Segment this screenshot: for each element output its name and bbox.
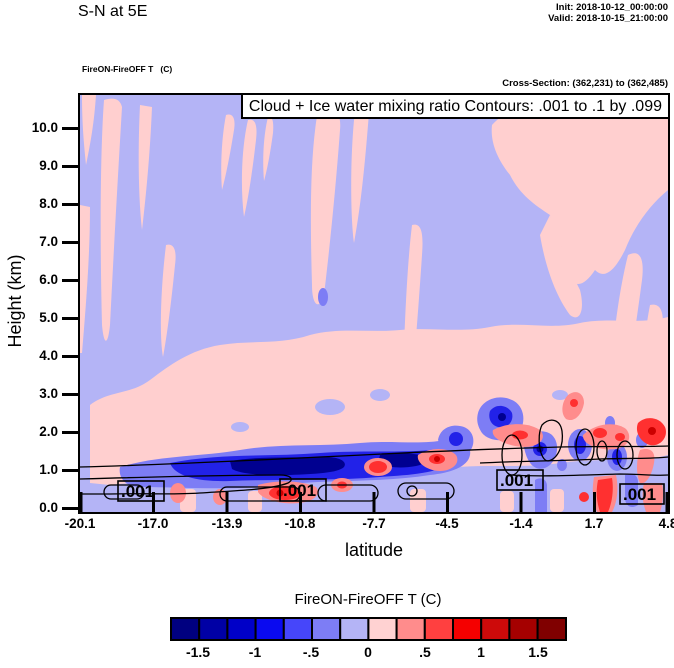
y-axis-label: Height (km) bbox=[5, 254, 25, 348]
colorbar-cell bbox=[170, 617, 201, 641]
colorbar-cell bbox=[254, 617, 285, 641]
colorbar-tick-label: -1.5 bbox=[185, 644, 211, 660]
colorbar-cell bbox=[536, 617, 567, 641]
init-time: Init: 2018-10-12_00:00:00 bbox=[556, 2, 668, 13]
y-tick-mark bbox=[62, 279, 80, 282]
colorbar-cells bbox=[170, 617, 567, 641]
colorbar-cell bbox=[367, 617, 398, 641]
colorbar-tick-label: -.5 bbox=[302, 644, 320, 660]
colorbar-tick-label: -1 bbox=[248, 644, 262, 660]
valid-time: Valid: 2018-10-15_21:00:00 bbox=[548, 13, 668, 24]
colorbar-cell bbox=[423, 617, 455, 641]
fill-cool-max bbox=[230, 413, 544, 476]
colorbar-tick-label: .5 bbox=[419, 644, 431, 660]
y-tick-mark bbox=[62, 431, 80, 434]
cloud-contour-lines bbox=[80, 419, 668, 502]
x-tick-label: -1.4 bbox=[509, 516, 533, 531]
y-tick-mark bbox=[62, 165, 80, 168]
x-tick-label: -13.9 bbox=[211, 516, 243, 531]
contour-label-box bbox=[496, 469, 544, 491]
x-tick-label: -4.5 bbox=[435, 516, 459, 531]
colorbar-cell bbox=[395, 617, 426, 641]
y-tick-mark bbox=[62, 393, 80, 396]
contour-plot: .001 .001 .001 .001 bbox=[80, 95, 668, 512]
y-tick-mark bbox=[62, 317, 80, 320]
x-tick-label: -17.0 bbox=[137, 516, 169, 531]
colorbar-cell bbox=[480, 617, 511, 641]
run-times: Init: 2018-10-12_00:00:00 Valid: 2018-10… bbox=[548, 2, 668, 24]
colorbar-title: FireON-FireOFF T (C) bbox=[294, 591, 442, 608]
colorbar-tick-label: 1 bbox=[477, 644, 485, 660]
x-tick-label: -7.7 bbox=[362, 516, 386, 531]
y-tick-label: 2.0 bbox=[39, 424, 58, 439]
fill-warm-max bbox=[276, 427, 656, 497]
colorbar-cell bbox=[339, 617, 370, 641]
y-tick-mark bbox=[62, 241, 80, 244]
contour-label-box bbox=[279, 478, 327, 502]
colorbar bbox=[170, 617, 567, 641]
y-tick-label: 10.0 bbox=[31, 120, 58, 135]
y-tick-mark bbox=[62, 127, 80, 130]
y-tick-label: 3.0 bbox=[39, 386, 58, 401]
y-tick-label: 0.0 bbox=[39, 500, 58, 515]
contour-info-box: Cloud + Ice water mixing ratio Contours:… bbox=[240, 93, 670, 119]
contour-label: .001 bbox=[121, 482, 154, 501]
x-tick-marks bbox=[80, 492, 668, 512]
colorbar-cell bbox=[508, 617, 539, 641]
x-tick-label: 1.7 bbox=[584, 516, 604, 531]
y-tick-mark bbox=[62, 507, 80, 510]
y-tick-label: 6.0 bbox=[39, 272, 58, 287]
contour-label: .001 bbox=[623, 485, 656, 504]
colorbar-tick-label: 0 bbox=[364, 644, 372, 660]
x-tick-label: 4.8 bbox=[658, 516, 674, 531]
y-tick-label: 4.0 bbox=[39, 348, 58, 363]
contour-label-box bbox=[619, 483, 665, 505]
page-title: S-N at 5E bbox=[78, 3, 148, 20]
colorbar-tick-label: 1.5 bbox=[528, 644, 548, 660]
colorbar-cell bbox=[282, 617, 314, 641]
x-tick-label: -20.1 bbox=[64, 516, 96, 531]
y-tick-label: 1.0 bbox=[39, 462, 58, 477]
colorbar-cell bbox=[311, 617, 342, 641]
x-tick-label: -10.8 bbox=[284, 516, 316, 531]
contour-label-group: .001 .001 .001 .001 bbox=[117, 469, 665, 505]
colorbar-cell bbox=[198, 617, 229, 641]
y-tick-label: 9.0 bbox=[39, 158, 58, 173]
contour-label: .001 bbox=[500, 471, 533, 490]
contour-label-box bbox=[117, 480, 165, 502]
plot-area[interactable]: .001 .001 .001 .001 Cloud + Ic bbox=[78, 93, 670, 514]
y-tick-label: 7.0 bbox=[39, 234, 58, 249]
x-axis-label: latitude bbox=[344, 540, 404, 560]
y-tick-mark bbox=[62, 203, 80, 206]
y-tick-mark bbox=[62, 355, 80, 358]
colorbar-cell bbox=[226, 617, 257, 641]
legend-fill-field: FireON-FireOFF T (C) bbox=[82, 64, 173, 74]
colorbar-cell bbox=[452, 617, 483, 641]
contour-label: .001 bbox=[283, 481, 316, 500]
y-tick-label: 5.0 bbox=[39, 310, 58, 325]
y-tick-mark bbox=[62, 469, 80, 472]
cross-section-info: Cross-Section: (362,231) to (362,485) bbox=[502, 78, 668, 89]
y-tick-label: 8.0 bbox=[39, 196, 58, 211]
